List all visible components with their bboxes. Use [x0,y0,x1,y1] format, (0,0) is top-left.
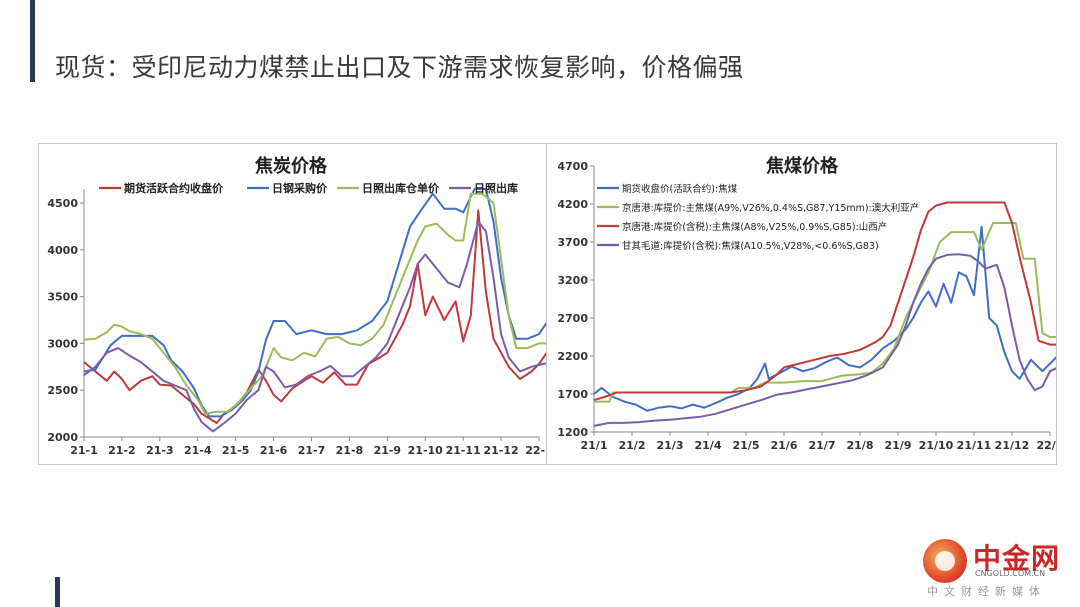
coke-price-chart: 焦炭价格 2000 2500 3000 3500 4000 4500 21-1 21-2 21-3… [47,155,547,457]
coke-x-tick-label: 21-3 [146,444,174,457]
coke-x-tick-label: 21-4 [184,444,212,457]
coke-y-tick-label: 4000 [47,244,78,257]
coal-x-tick-label: 21/5 [733,439,760,452]
coal-y-tick-label: 1200 [557,426,588,439]
coke-x-tick-label: 21-10 [408,444,444,457]
watermark: 中金网 CNGOLD.COM.CN 中文财经新媒体 [905,535,1075,605]
coal-x-tick-label: 21/7 [809,439,836,452]
coal-y-tick-label: 3200 [557,274,588,287]
coke-y-tick-label: 2500 [47,384,78,397]
coal-legend-label-3: 京唐港:库提价(含税):主焦煤(A8%,V25%,0.9%S,G85):山西产 [622,221,887,233]
watermark-brand: 中金网 [973,542,1061,575]
coke-x-tick-label: 21-8 [336,444,364,457]
accent-bar-top [30,0,35,82]
coke-series-line-2 [83,188,547,418]
coal-x-tick-label: 21/8 [847,439,874,452]
coke-x-tick-label: 21-6 [260,444,288,457]
coal-y-tick-label: 4200 [557,198,588,211]
slide-title: 现货：受印尼动力煤禁止出口及下游需求恢复影响，价格偏强 [55,53,744,82]
coke-price-chart-panel: 焦炭价格 2000 2500 3000 3500 4000 4500 21-1 21-2 21-3… [38,143,548,465]
coke-y-tick-label: 2000 [47,431,78,444]
coal-legend-label-4: 甘其毛道:库提价(含税):焦煤(A10.5%,V28%,<0.6%S,G83) [622,240,879,252]
coal-x-tick-label: 21/4 [695,439,722,452]
coal-series-line-1 [593,225,1056,412]
coke-x-tick-label: 21-12 [483,444,518,457]
coal-y-tick-label: 2700 [557,312,588,325]
cngold-logo-icon [923,539,967,583]
coke-series-line-1 [83,209,547,424]
coke-series-line-4 [83,220,547,433]
coking-coal-price-chart-panel: 焦煤价格 1200 1700 2200 2700 3200 3700 4200 4700 21/1… [546,143,1057,465]
coke-y-tick-label: 3500 [47,291,78,304]
coal-x-tick-label: 21/9 [885,439,912,452]
coke-y-tick-label: 4500 [47,197,78,210]
watermark-tagline: 中文财经新媒体 [927,585,1046,598]
coke-x-tick-label: 21-7 [298,444,326,457]
coal-x-tick-label: 21/1 [581,439,608,452]
coke-x-tick-label: 21-9 [374,444,402,457]
coal-x-tick-label: 21/10 [919,439,954,452]
coke-x-tick-label: 21-11 [446,444,481,457]
coke-legend-label-2: 日钢采购价 [272,181,328,195]
coal-chart-title: 焦煤价格 [765,155,839,177]
coke-series-line-3 [83,192,547,415]
coke-x-tick-label: 21-5 [222,444,250,457]
coal-y-tick-label: 2200 [557,350,588,363]
coal-legend-label-1: 期货收盘价(活跃合约):焦煤 [622,183,738,195]
coal-series-line-3 [593,201,1056,402]
coke-legend-label-1: 期货活跃合约收盘价 [124,181,224,195]
coal-y-tick-label: 3700 [557,236,588,249]
coke-legend-label-4: 日照出库 [474,181,518,195]
coal-x-tick-label: 21/6 [771,439,798,452]
coal-series-line-4 [593,253,1056,427]
coke-chart-title: 焦炭价格 [254,155,328,177]
coking-coal-price-chart: 焦煤价格 1200 1700 2200 2700 3200 3700 4200 4700 21/1… [557,155,1056,452]
coke-x-tick-label: 21-1 [70,444,98,457]
coke-y-tick-label: 3000 [47,337,78,350]
coke-x-tick-label: 21-2 [108,444,136,457]
coal-x-tick-label: 22/1 [1037,439,1056,452]
coal-x-tick-label: 21/11 [957,439,992,452]
coal-x-tick-label: 21/3 [657,439,684,452]
coke-legend-label-3: 日照出库仓单价 [362,181,440,195]
accent-bar-bottom [55,577,60,607]
coal-x-tick-label: 21/12 [995,439,1030,452]
coal-x-tick-label: 21/2 [619,439,646,452]
watermark-url: CNGOLD.COM.CN [975,569,1046,578]
coal-legend-label-2: 京唐港:库提价:主焦煤(A9%,V26%,0.4%S,G87,Y15mm):澳大… [622,202,919,214]
coke-x-tick-label: 22-1 [525,444,547,457]
coal-y-tick-label: 1700 [557,388,588,401]
coal-y-tick-label: 4700 [557,160,588,173]
